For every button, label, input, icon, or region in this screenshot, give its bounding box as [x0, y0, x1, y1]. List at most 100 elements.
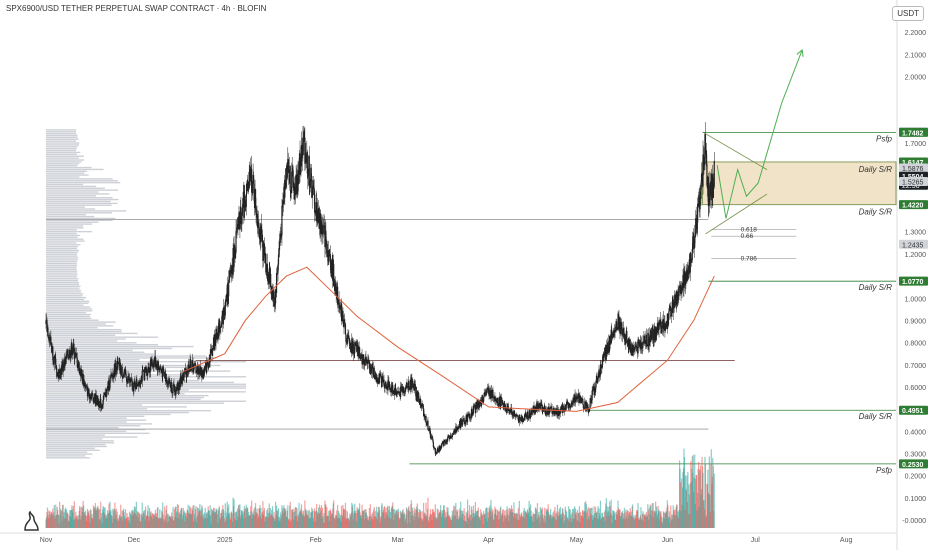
- candle-body: [571, 401, 574, 405]
- candle-body: [433, 447, 435, 449]
- volume-profile-bar: [46, 394, 209, 397]
- volume-profile-bar: [46, 229, 77, 231]
- candle-body: [600, 364, 602, 366]
- volume-profile-bar: [46, 215, 95, 218]
- candle-body: [453, 432, 455, 435]
- candle-body: [481, 396, 483, 399]
- candle-body: [475, 407, 477, 413]
- candle-body: [431, 437, 433, 440]
- volume-profile-bar: [46, 174, 89, 176]
- candle-body: [244, 200, 246, 207]
- volume-bar: [239, 504, 241, 528]
- volume-profile-bar: [46, 302, 89, 304]
- candle-body: [461, 420, 463, 425]
- candle-body: [117, 360, 119, 363]
- volume-profile-bar: [46, 376, 246, 378]
- candle-body: [525, 413, 527, 416]
- candle-body: [274, 304, 276, 307]
- candle-body: [568, 403, 570, 408]
- candle-body: [316, 209, 319, 218]
- candle-body: [466, 413, 469, 423]
- candle-body: [54, 355, 56, 359]
- candle-body: [285, 180, 287, 188]
- currency-button[interactable]: USDT: [892, 6, 924, 21]
- candle-body: [59, 377, 61, 379]
- volume-bar: [260, 508, 262, 528]
- candle-body: [460, 421, 462, 429]
- volume-profile-bar: [46, 278, 79, 280]
- candle-body: [425, 416, 427, 424]
- volume-bar: [99, 508, 101, 528]
- candle-body: [354, 342, 356, 354]
- candle-body: [642, 341, 644, 348]
- candle-body: [432, 439, 434, 442]
- candle-body: [517, 416, 519, 421]
- candle-body: [235, 231, 237, 253]
- candle-body: [472, 413, 474, 416]
- candle-body: [333, 263, 335, 285]
- candle-body: [562, 405, 564, 409]
- candle-body: [655, 326, 657, 341]
- candle-body: [220, 327, 222, 329]
- volume-profile-bar: [46, 161, 82, 163]
- volume-profile-bar: [46, 168, 104, 171]
- candle-body: [485, 392, 487, 395]
- candle-body: [175, 389, 177, 395]
- volume-profile-bar: [46, 176, 80, 178]
- candle-body: [311, 195, 313, 198]
- candle-body: [105, 389, 108, 397]
- candle-body: [142, 370, 144, 371]
- volume-profile-bar: [46, 259, 78, 261]
- volume-bar: [181, 507, 183, 528]
- candle-body: [441, 443, 443, 445]
- level-label: Psfp: [876, 466, 893, 475]
- candle-body: [369, 364, 371, 375]
- candle-body: [285, 176, 287, 181]
- candle-body: [409, 389, 411, 390]
- candle-body: [517, 416, 519, 417]
- candle-body: [563, 407, 565, 412]
- candle-body: [634, 346, 636, 351]
- volume-profile-bar: [46, 132, 77, 135]
- volume-profile-bar: [46, 402, 224, 404]
- volume-profile-bar: [46, 138, 79, 140]
- volume-profile-bar: [46, 411, 189, 414]
- volume-bar: [687, 471, 689, 528]
- candle-body: [423, 413, 426, 417]
- candle-body: [691, 248, 693, 261]
- volume-profile-bar: [46, 425, 141, 427]
- candle-body: [706, 163, 708, 186]
- volume-profile-bar: [46, 195, 97, 197]
- candle-body: [294, 188, 296, 200]
- candle-body: [116, 360, 118, 371]
- candle-body: [507, 403, 509, 410]
- candle-body: [436, 453, 438, 454]
- candle-body: [379, 373, 381, 375]
- candle-body: [120, 364, 122, 375]
- candle-body: [124, 369, 126, 370]
- candle-body: [637, 339, 639, 354]
- candle-body: [397, 391, 399, 393]
- triangle-lower-line: [705, 193, 768, 235]
- candle-body: [292, 168, 294, 171]
- candle-body: [352, 341, 354, 354]
- candle-body: [579, 395, 582, 402]
- candle-body: [228, 279, 230, 297]
- candle-body: [102, 399, 104, 405]
- candle-body: [358, 350, 360, 357]
- candle-body: [278, 250, 280, 255]
- volume-profile-bar: [46, 353, 155, 355]
- candle-body: [199, 366, 201, 370]
- volume-bar: [322, 516, 324, 528]
- candle-body: [514, 414, 516, 417]
- candle-body: [97, 395, 99, 404]
- candle-body: [270, 287, 272, 292]
- candle-body: [343, 319, 346, 323]
- candle-body: [483, 396, 485, 402]
- candle-body: [71, 342, 73, 355]
- volume-profile-bar: [46, 447, 95, 450]
- volume-bar: [101, 512, 103, 528]
- candle-body: [282, 200, 284, 208]
- volume-profile-bar: [46, 142, 80, 144]
